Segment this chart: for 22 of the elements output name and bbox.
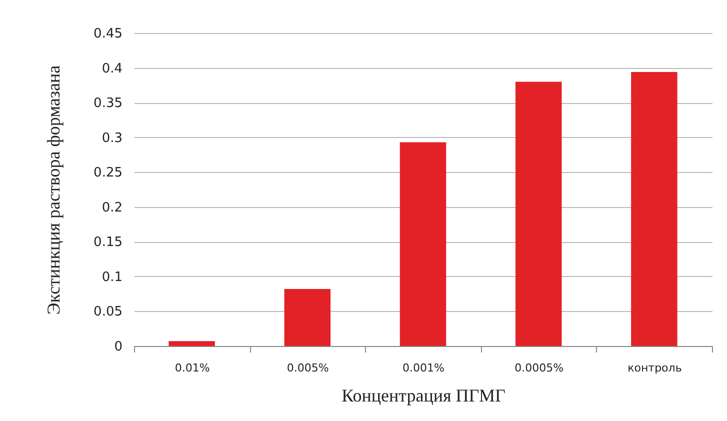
x-tick-label: 0.0005%	[514, 362, 564, 374]
y-tick-label: 0.2	[102, 200, 122, 216]
y-tick-label: 0.35	[94, 96, 122, 112]
y-tick-label: 0.1	[102, 270, 122, 285]
y-tick-label: 0.25	[94, 166, 122, 181]
x-tick-label: контроль	[628, 362, 682, 374]
bar	[400, 142, 446, 346]
y-tick-label: 0.3	[102, 130, 122, 146]
x-tick-label: 0.01%	[174, 362, 210, 374]
bar	[284, 288, 331, 346]
y-tick-label: 0	[114, 340, 122, 354]
y-axis-title: Экстинкция раствора формазана	[44, 65, 64, 315]
y-tick-label: 0.4	[102, 61, 122, 76]
bar	[168, 341, 215, 346]
y-tick-label: 0.15	[94, 235, 122, 250]
x-tick-label: 0.005%	[286, 362, 329, 374]
y-tick-label: 0.05	[94, 304, 122, 320]
y-tick-label: 0.45	[94, 26, 122, 42]
x-tick-label: 0.001%	[402, 362, 444, 374]
bar	[631, 72, 678, 346]
bar	[515, 82, 562, 346]
x-axis-title: Концентрация ПГМГ	[342, 386, 506, 406]
